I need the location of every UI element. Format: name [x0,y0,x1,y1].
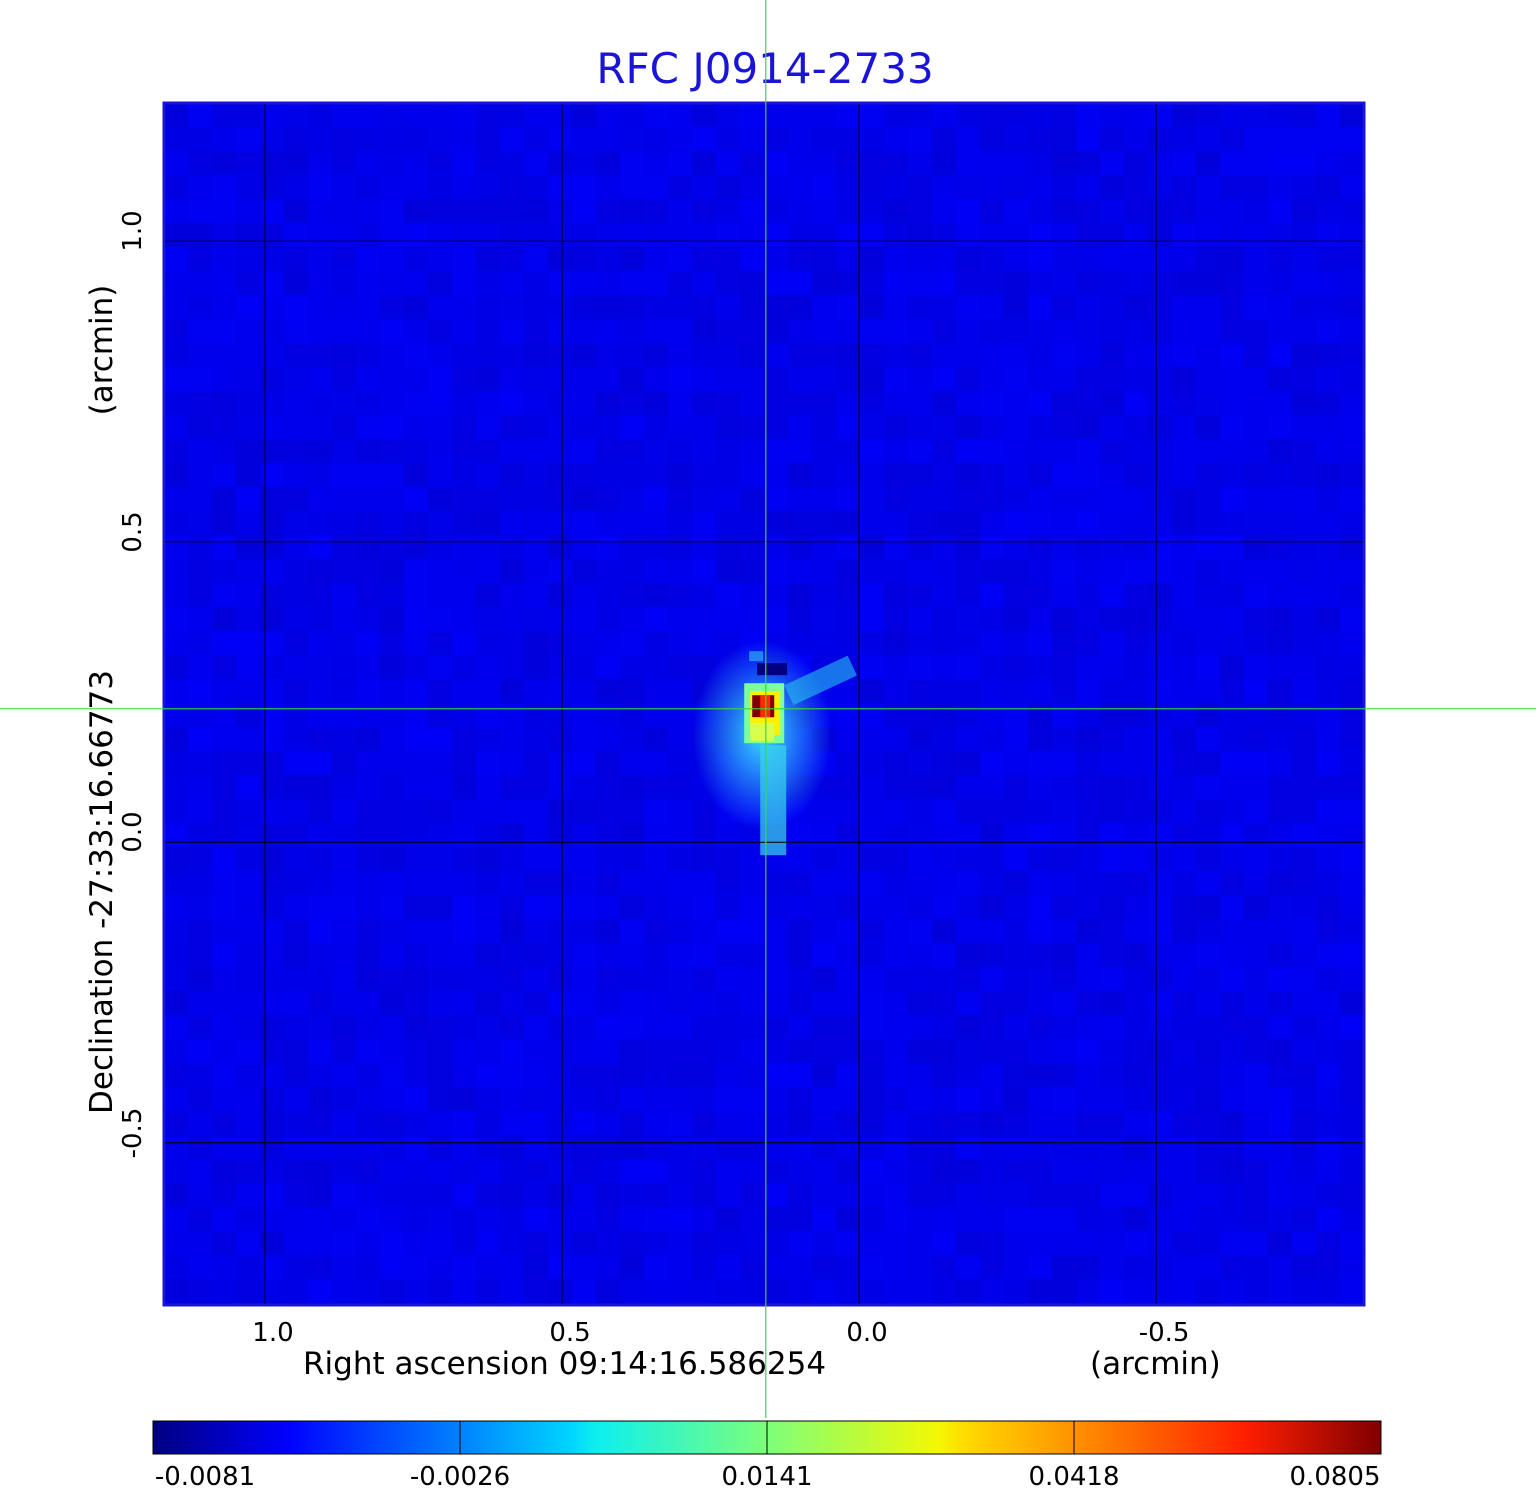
plot-frame [162,101,1366,1307]
x-tick-label: 0.0 [846,1318,888,1348]
y-tick-label: -0.5 [118,1107,148,1159]
colorbar-tick-label: 0.0805 [1289,1462,1381,1492]
negative-spot-left [749,651,764,662]
y-axis-unit: (arcmin) [84,284,120,416]
x-axis-label: Right ascension 09:14:16.586254 [303,1346,827,1382]
y-tick-label: 0.5 [118,511,148,553]
source-jet-south [760,745,787,856]
x-axis-unit: (arcmin) [1090,1346,1221,1382]
y-tick-label: 1.0 [118,210,148,252]
colorbar-tick-label: 0.0141 [721,1462,813,1492]
y-tick-label: 0.0 [118,811,148,853]
colorbar-tick-label: -0.0081 [154,1462,256,1492]
x-tick-label: -0.5 [1138,1318,1190,1348]
y-axis-label: Declination -27:33:16.66773 [84,670,120,1114]
source-arm-east [784,655,857,706]
colorbar-tick-label: -0.0026 [409,1462,511,1492]
chart-title: RFC J0914-2733 [596,44,934,93]
x-tick-label: 1.0 [252,1318,294,1348]
colorbar-tick-label: 0.0418 [1028,1462,1120,1492]
negative-spot [757,663,788,676]
source-core-tail [750,723,775,742]
x-tick-label: 0.5 [549,1318,591,1348]
